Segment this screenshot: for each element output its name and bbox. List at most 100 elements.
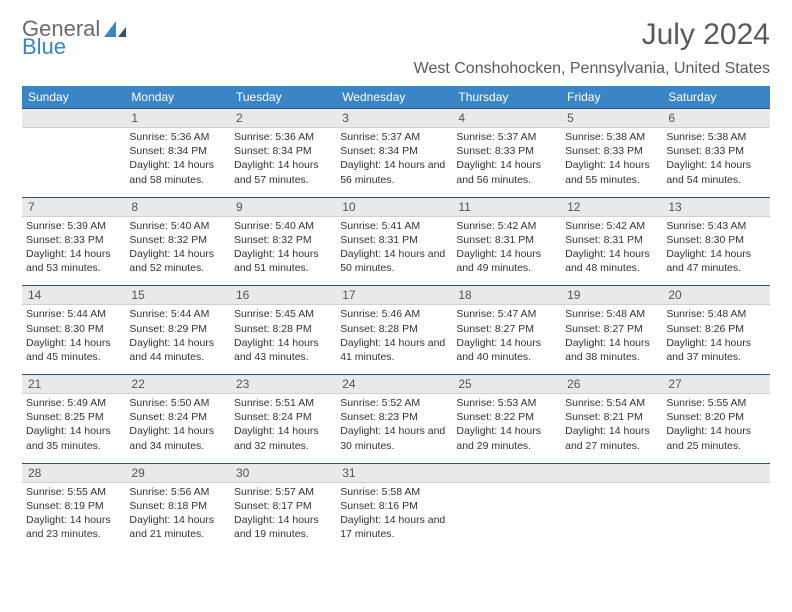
- sunrise-line: Sunrise: 5:40 AM: [234, 219, 332, 233]
- day-cell: Sunrise: 5:44 AMSunset: 8:29 PMDaylight:…: [125, 305, 230, 375]
- day-number: 2: [230, 109, 336, 128]
- sunset-line: Sunset: 8:24 PM: [234, 410, 332, 424]
- day-number: 26: [561, 375, 662, 394]
- day-header: Tuesday: [230, 86, 336, 109]
- daylight-line: Daylight: 14 hours and 53 minutes.: [26, 247, 121, 275]
- sunrise-line: Sunrise: 5:52 AM: [340, 396, 448, 410]
- day-number: 21: [22, 375, 125, 394]
- day-header: Thursday: [452, 86, 561, 109]
- sunset-line: Sunset: 8:32 PM: [129, 233, 226, 247]
- daylight-line: Daylight: 14 hours and 56 minutes.: [456, 158, 557, 186]
- calendar-table: SundayMondayTuesdayWednesdayThursdayFrid…: [22, 86, 770, 551]
- location-subtitle: West Conshohocken, Pennsylvania, United …: [22, 60, 770, 78]
- sunset-line: Sunset: 8:17 PM: [234, 499, 332, 513]
- daylight-line: Daylight: 14 hours and 54 minutes.: [666, 158, 766, 186]
- day-header: Sunday: [22, 86, 125, 109]
- sunset-line: Sunset: 8:30 PM: [666, 233, 766, 247]
- day-number: 8: [125, 197, 230, 216]
- sunrise-line: Sunrise: 5:39 AM: [26, 219, 121, 233]
- day-cell: Sunrise: 5:38 AMSunset: 8:33 PMDaylight:…: [561, 128, 662, 198]
- sunrise-line: Sunrise: 5:48 AM: [666, 307, 766, 321]
- day-cell: Sunrise: 5:43 AMSunset: 8:30 PMDaylight:…: [662, 216, 770, 286]
- sunrise-line: Sunrise: 5:38 AM: [565, 130, 658, 144]
- sunset-line: Sunset: 8:28 PM: [340, 322, 448, 336]
- sunrise-line: Sunrise: 5:49 AM: [26, 396, 121, 410]
- day-number: 6: [662, 109, 770, 128]
- day-number: 30: [230, 463, 336, 482]
- sunrise-line: Sunrise: 5:54 AM: [565, 396, 658, 410]
- sunset-line: Sunset: 8:28 PM: [234, 322, 332, 336]
- day-cell: [561, 482, 662, 551]
- sunrise-line: Sunrise: 5:41 AM: [340, 219, 448, 233]
- sunrise-line: Sunrise: 5:42 AM: [565, 219, 658, 233]
- day-number: 1: [125, 109, 230, 128]
- day-number: [561, 463, 662, 482]
- day-number-row: 21222324252627: [22, 375, 770, 394]
- sunset-line: Sunset: 8:33 PM: [565, 144, 658, 158]
- daylight-line: Daylight: 14 hours and 52 minutes.: [129, 247, 226, 275]
- day-header-row: SundayMondayTuesdayWednesdayThursdayFrid…: [22, 86, 770, 109]
- daylight-line: Daylight: 14 hours and 25 minutes.: [666, 424, 766, 452]
- day-cell: Sunrise: 5:39 AMSunset: 8:33 PMDaylight:…: [22, 216, 125, 286]
- day-cell: [22, 128, 125, 198]
- daylight-line: Daylight: 14 hours and 50 minutes.: [340, 247, 448, 275]
- day-cell: Sunrise: 5:58 AMSunset: 8:16 PMDaylight:…: [336, 482, 452, 551]
- day-cell: Sunrise: 5:48 AMSunset: 8:26 PMDaylight:…: [662, 305, 770, 375]
- day-number: 16: [230, 286, 336, 305]
- day-content-row: Sunrise: 5:36 AM Sunset: 8:34 PM Daylight:…: [22, 128, 770, 198]
- sunset-line: Sunset: 8:24 PM: [129, 410, 226, 424]
- day-number: 13: [662, 197, 770, 216]
- sunset-line: Sunset: 8:31 PM: [340, 233, 448, 247]
- day-number: 29: [125, 463, 230, 482]
- day-number: 10: [336, 197, 452, 216]
- logo-sail-icon: [102, 19, 128, 39]
- daylight-line: Daylight: 14 hours and 49 minutes.: [456, 247, 557, 275]
- day-cell: Sunrise: 5:40 AMSunset: 8:32 PMDaylight:…: [125, 216, 230, 286]
- sunrise-line: Sunrise: 5:53 AM: [456, 396, 557, 410]
- sunset-line: Sunset: 8:27 PM: [456, 322, 557, 336]
- sunset-line: Sunset: 8:34 PM: [340, 144, 448, 158]
- day-cell: Sunrise: 5:37 AMSunset: 8:34 PMDaylight:…: [336, 128, 452, 198]
- sunset-line: Sunset: 8:29 PM: [129, 322, 226, 336]
- sunset-line: Sunset: 8:32 PM: [234, 233, 332, 247]
- daylight-line: Daylight: 14 hours and 23 minutes.: [26, 513, 121, 541]
- sunset-line: Sunset: 8:31 PM: [456, 233, 557, 247]
- sunrise-line: Sunrise: 5:45 AM: [234, 307, 332, 321]
- daylight-line: Daylight: 14 hours and 47 minutes.: [666, 247, 766, 275]
- day-number-row: 28293031: [22, 463, 770, 482]
- daylight-line: Daylight: 14 hours and 48 minutes.: [565, 247, 658, 275]
- day-cell: Sunrise: 5:38 AMSunset: 8:33 PMDaylight:…: [662, 128, 770, 198]
- day-content-row: Sunrise: 5:49 AMSunset: 8:25 PM Daylight:…: [22, 394, 770, 464]
- sunrise-line: Sunrise: 5:37 AM: [340, 130, 448, 144]
- daylight-line: Daylight: 14 hours and 38 minutes.: [565, 336, 658, 364]
- day-number: 25: [452, 375, 561, 394]
- daylight-line: Daylight: 14 hours and 17 minutes.: [340, 513, 448, 541]
- page-title: July 2024: [642, 18, 770, 52]
- day-number: 22: [125, 375, 230, 394]
- daylight-line: Daylight: 14 hours and 37 minutes.: [666, 336, 766, 364]
- day-cell: Sunrise: 5:54 AMSunset: 8:21 PMDaylight:…: [561, 394, 662, 464]
- daylight-line: Daylight: 14 hours and 40 minutes.: [456, 336, 557, 364]
- daylight-line: Daylight: 14 hours and 43 minutes.: [234, 336, 332, 364]
- day-header: Friday: [561, 86, 662, 109]
- day-number: 9: [230, 197, 336, 216]
- daylight-line: Daylight: 14 hours and 58 minutes.: [129, 158, 226, 186]
- day-cell: Sunrise: 5:41 AMSunset: 8:31 PMDaylight:…: [336, 216, 452, 286]
- sunrise-line: Sunrise: 5:36 AM: [129, 130, 226, 144]
- day-cell: Sunrise: 5:52 AMSunset: 8:23 PMDaylight:…: [336, 394, 452, 464]
- daylight-line: Daylight: 14 hours and 21 minutes.: [129, 513, 226, 541]
- sunset-line: Sunset: 8:33 PM: [666, 144, 766, 158]
- day-number: [22, 109, 125, 128]
- day-number: 3: [336, 109, 452, 128]
- sunset-line: Sunset: 8:25 PM: [26, 410, 121, 424]
- day-number-row: 123456: [22, 109, 770, 128]
- day-number: 11: [452, 197, 561, 216]
- sunset-line: Sunset: 8:33 PM: [26, 233, 121, 247]
- sunset-line: Sunset: 8:27 PM: [565, 322, 658, 336]
- day-number: 17: [336, 286, 452, 305]
- day-cell: Sunrise: 5:53 AMSunset: 8:22 PMDaylight:…: [452, 394, 561, 464]
- day-cell: Sunrise: 5:51 AMSunset: 8:24 PMDaylight:…: [230, 394, 336, 464]
- day-number: 24: [336, 375, 452, 394]
- sunrise-line: Sunrise: 5:44 AM: [26, 307, 121, 321]
- sunrise-line: Sunrise: 5:48 AM: [565, 307, 658, 321]
